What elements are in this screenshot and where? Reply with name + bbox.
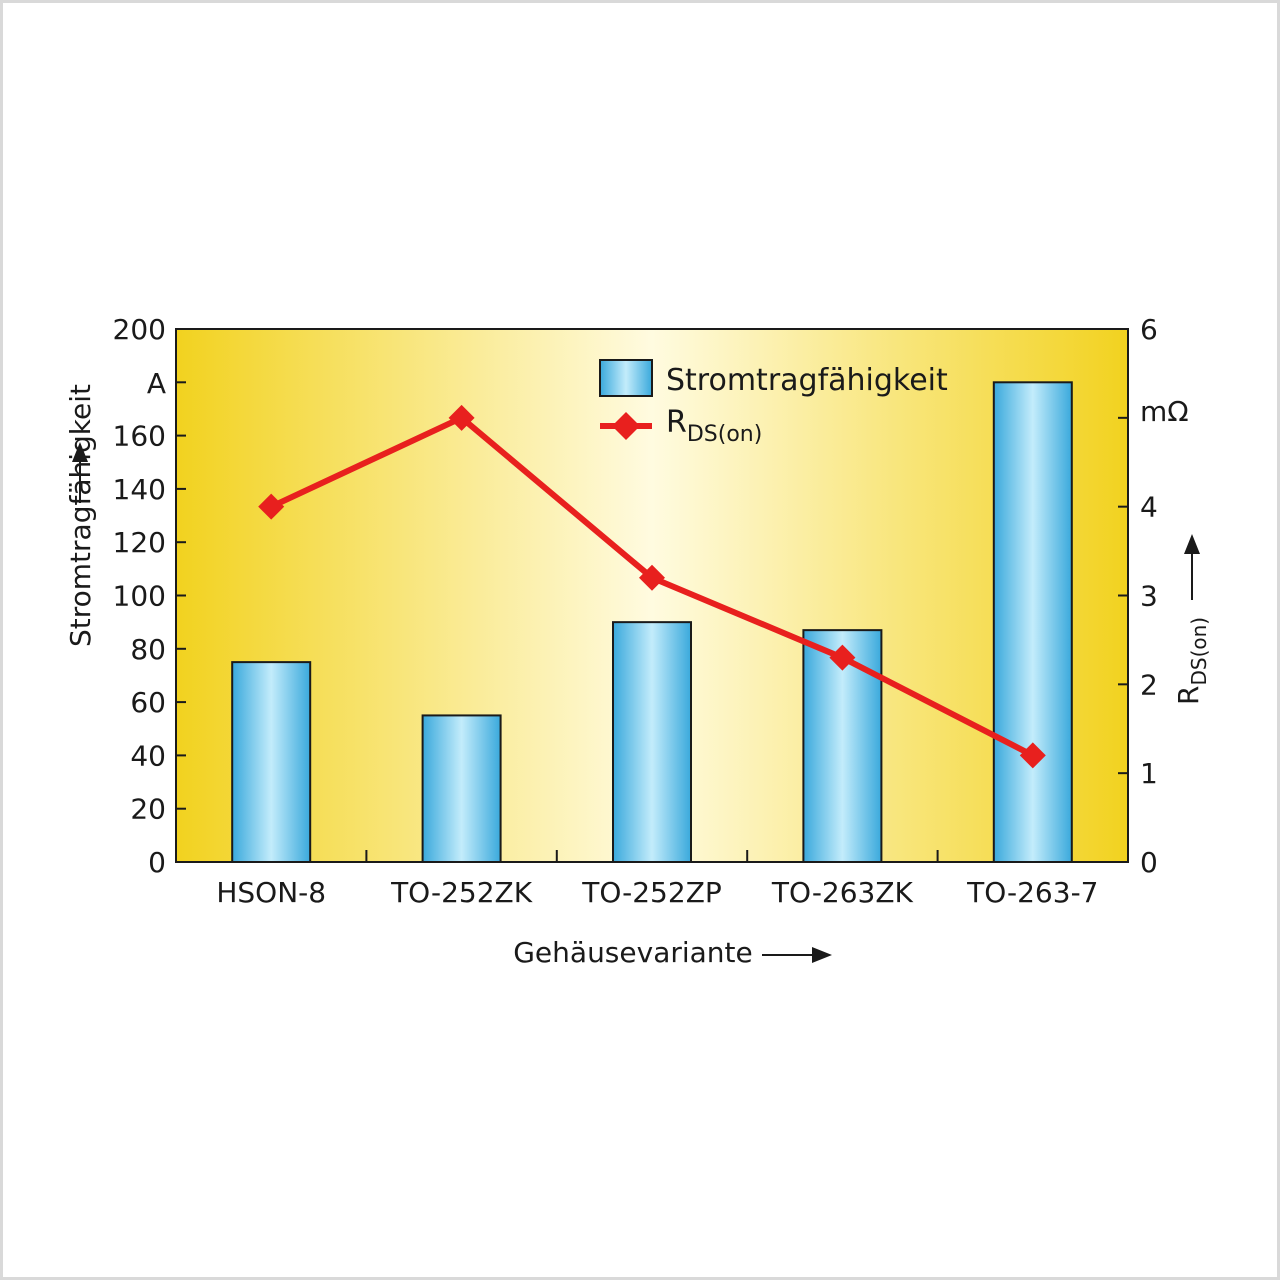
legend-line-label-sub: DS(on) — [687, 422, 762, 447]
legend-bar-label: Stromtragfähigkeit — [666, 363, 948, 398]
left-tick-label: 20 — [130, 793, 166, 826]
left-tick-label: 80 — [130, 633, 166, 666]
rdson-point — [639, 564, 665, 591]
right-tick-label: 2 — [1140, 668, 1158, 701]
legend-line-label: RDS(on) — [666, 405, 762, 447]
rdson-point — [1019, 742, 1046, 769]
bar-to-252zp — [612, 621, 692, 864]
legend-line-marker — [612, 412, 640, 440]
x-tick-label: TO-252ZK — [390, 876, 533, 909]
bar-to-252zk — [421, 714, 502, 863]
x-tick-label: TO-252ZP — [581, 876, 722, 909]
left-axis-label: Stromtragfähigkeit — [64, 384, 97, 647]
left-tick-label: 120 — [113, 526, 166, 559]
legend-line-label-main: R — [666, 405, 687, 440]
x-tick-label: TO-263ZK — [771, 876, 914, 909]
right-tick-label: 0 — [1140, 846, 1158, 879]
left-tick-label: 40 — [130, 739, 166, 772]
left-tick-label: 100 — [113, 580, 166, 613]
left-axis-unit: A — [147, 367, 166, 400]
right-axis-label-main: R — [1172, 686, 1205, 705]
right-axis-label: RDS(on) — [1172, 617, 1211, 705]
bar-to-263-7 — [992, 381, 1073, 863]
left-tick-label: 0 — [148, 846, 166, 879]
x-axis-label: Gehäusevariante — [513, 936, 753, 969]
x-tick-label: HSON-8 — [216, 876, 326, 909]
right-axis-arrow — [1184, 534, 1200, 600]
rdson-point — [829, 644, 856, 671]
right-tick-label: 4 — [1140, 491, 1158, 524]
left-axis-arrow — [72, 442, 88, 503]
right-tick-label: 3 — [1140, 580, 1158, 613]
legend: Stromtragfähigkeit RDS(on) — [599, 359, 948, 447]
rdson-point — [448, 404, 475, 431]
rdson-point — [258, 493, 285, 520]
right-tick-label: 1 — [1140, 757, 1158, 790]
right-tick-label: 6 — [1140, 313, 1158, 346]
bar-hson-8 — [231, 661, 312, 863]
x-axis-arrow — [762, 947, 832, 963]
x-tick-label: TO-263-7 — [966, 876, 1098, 909]
right-axis-label-sub: DS(on) — [1187, 617, 1211, 686]
left-tick-label: 60 — [130, 686, 166, 719]
left-tick-label: 160 — [113, 420, 166, 453]
right-axis-unit: mΩ — [1140, 395, 1189, 428]
left-tick-label: 140 — [113, 473, 166, 506]
left-tick-label: 200 — [113, 313, 166, 346]
legend-bar-swatch — [599, 359, 653, 397]
